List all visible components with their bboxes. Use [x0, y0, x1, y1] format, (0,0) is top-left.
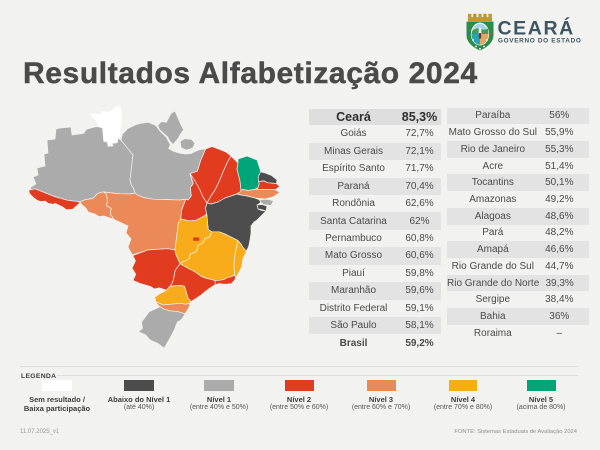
svg-text:GOVERNO DO ESTADO: GOVERNO DO ESTADO: [498, 38, 582, 45]
svg-text:CEARÁ: CEARÁ: [498, 17, 575, 40]
